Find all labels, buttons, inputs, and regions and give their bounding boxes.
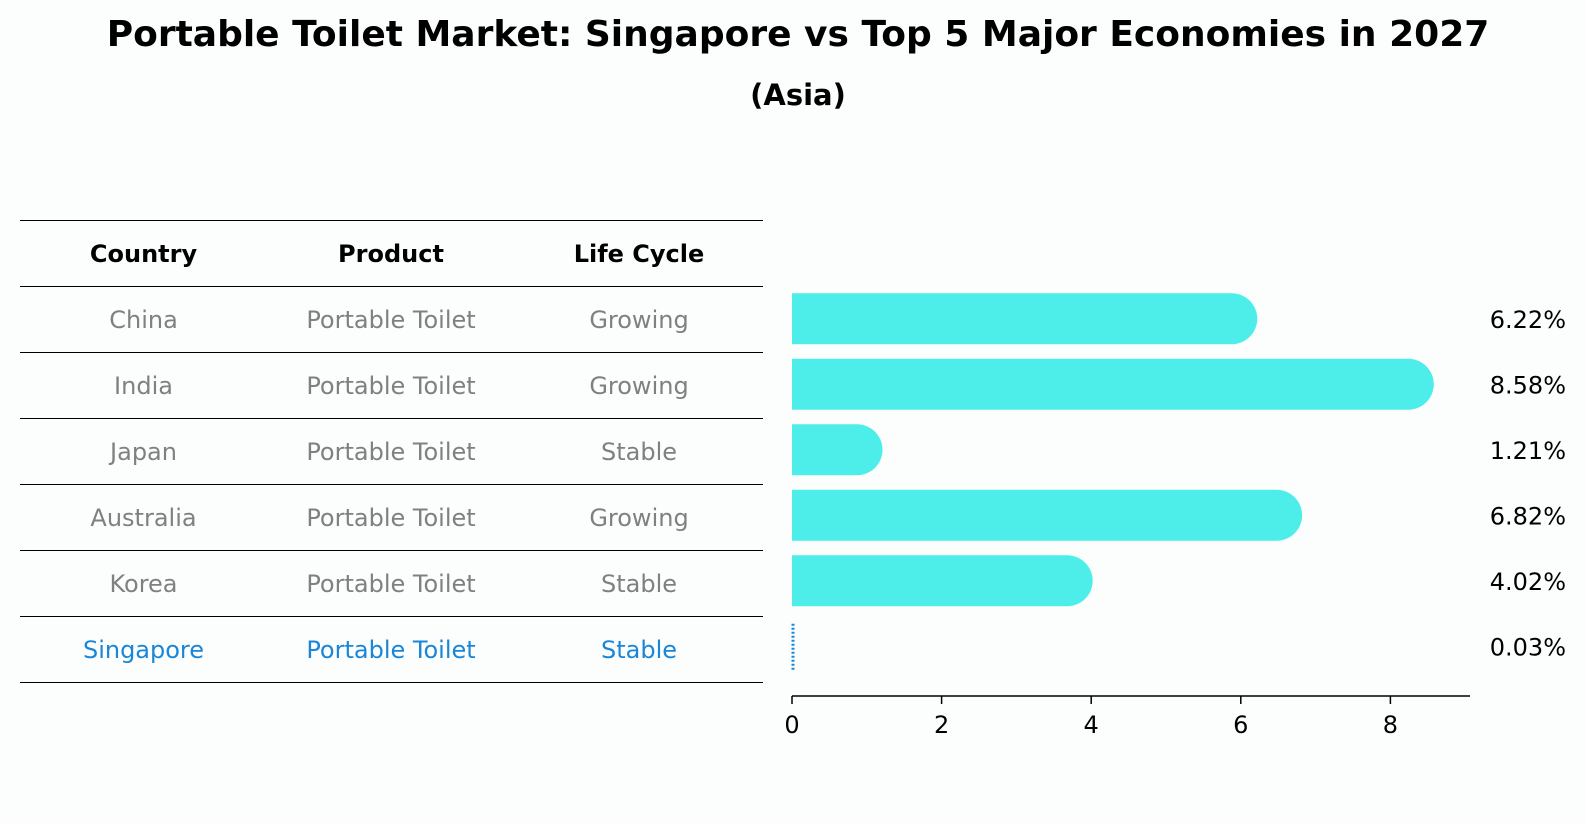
cell-country: China <box>109 305 178 334</box>
table-row: Korea Portable Toilet Stable <box>20 550 763 616</box>
chart-subtitle: (Asia) <box>750 78 846 112</box>
data-label-india: 8.58% <box>1490 371 1566 399</box>
cell-country: Australia <box>90 503 197 532</box>
bar-china <box>792 293 1258 345</box>
bar-australia <box>792 489 1303 541</box>
table-header-row: Country Product Life Cycle <box>20 220 763 286</box>
bar-japan <box>792 424 883 476</box>
cell-life-cycle: Stable <box>600 569 678 598</box>
x-tick-label: 2 <box>934 711 949 739</box>
data-label-singapore: 0.03% <box>1490 633 1566 661</box>
x-tick-label: 8 <box>1383 711 1398 739</box>
data-label-china: 6.22% <box>1490 306 1566 334</box>
cell-product: Portable Toilet <box>306 503 476 532</box>
chart-title: Portable Toilet Market: Singapore vs Top… <box>106 14 1490 55</box>
cell-country: Japan <box>110 437 177 466</box>
bar-korea <box>792 555 1093 607</box>
header-product: Product <box>338 239 444 268</box>
cell-country: India <box>114 371 173 400</box>
cell-country: Korea <box>109 569 178 598</box>
data-table: Country Product Life Cycle China Portabl… <box>20 220 763 683</box>
cell-product: Portable Toilet <box>306 305 476 334</box>
cell-product: Portable Toilet <box>306 635 476 664</box>
x-tick-label: 4 <box>1084 711 1099 739</box>
data-label-japan: 1.21% <box>1490 437 1566 465</box>
table-row: India Portable Toilet Growing <box>20 352 763 418</box>
header-life-cycle: Life Cycle <box>573 239 705 268</box>
cell-product: Portable Toilet <box>306 569 476 598</box>
cell-life-cycle: Growing <box>589 305 689 334</box>
table-row: Japan Portable Toilet Stable <box>20 418 763 484</box>
data-label-korea: 4.02% <box>1490 568 1566 596</box>
table-row: China Portable Toilet Growing <box>20 286 763 352</box>
cell-country: Singapore <box>82 635 205 664</box>
cell-product: Portable Toilet <box>306 437 476 466</box>
table-row-highlighted: Singapore Portable Toilet Stable <box>20 616 763 683</box>
data-label-australia: 6.82% <box>1490 502 1566 530</box>
x-tick-label: 0 <box>784 711 799 739</box>
cell-life-cycle: Growing <box>589 503 689 532</box>
cell-life-cycle: Stable <box>600 635 678 664</box>
table-row: Australia Portable Toilet Growing <box>20 484 763 550</box>
cell-life-cycle: Growing <box>589 371 689 400</box>
x-tick-label: 6 <box>1233 711 1248 739</box>
bar-india <box>792 358 1434 410</box>
cell-life-cycle: Stable <box>600 437 678 466</box>
header-country: Country <box>89 239 198 268</box>
cell-product: Portable Toilet <box>306 371 476 400</box>
